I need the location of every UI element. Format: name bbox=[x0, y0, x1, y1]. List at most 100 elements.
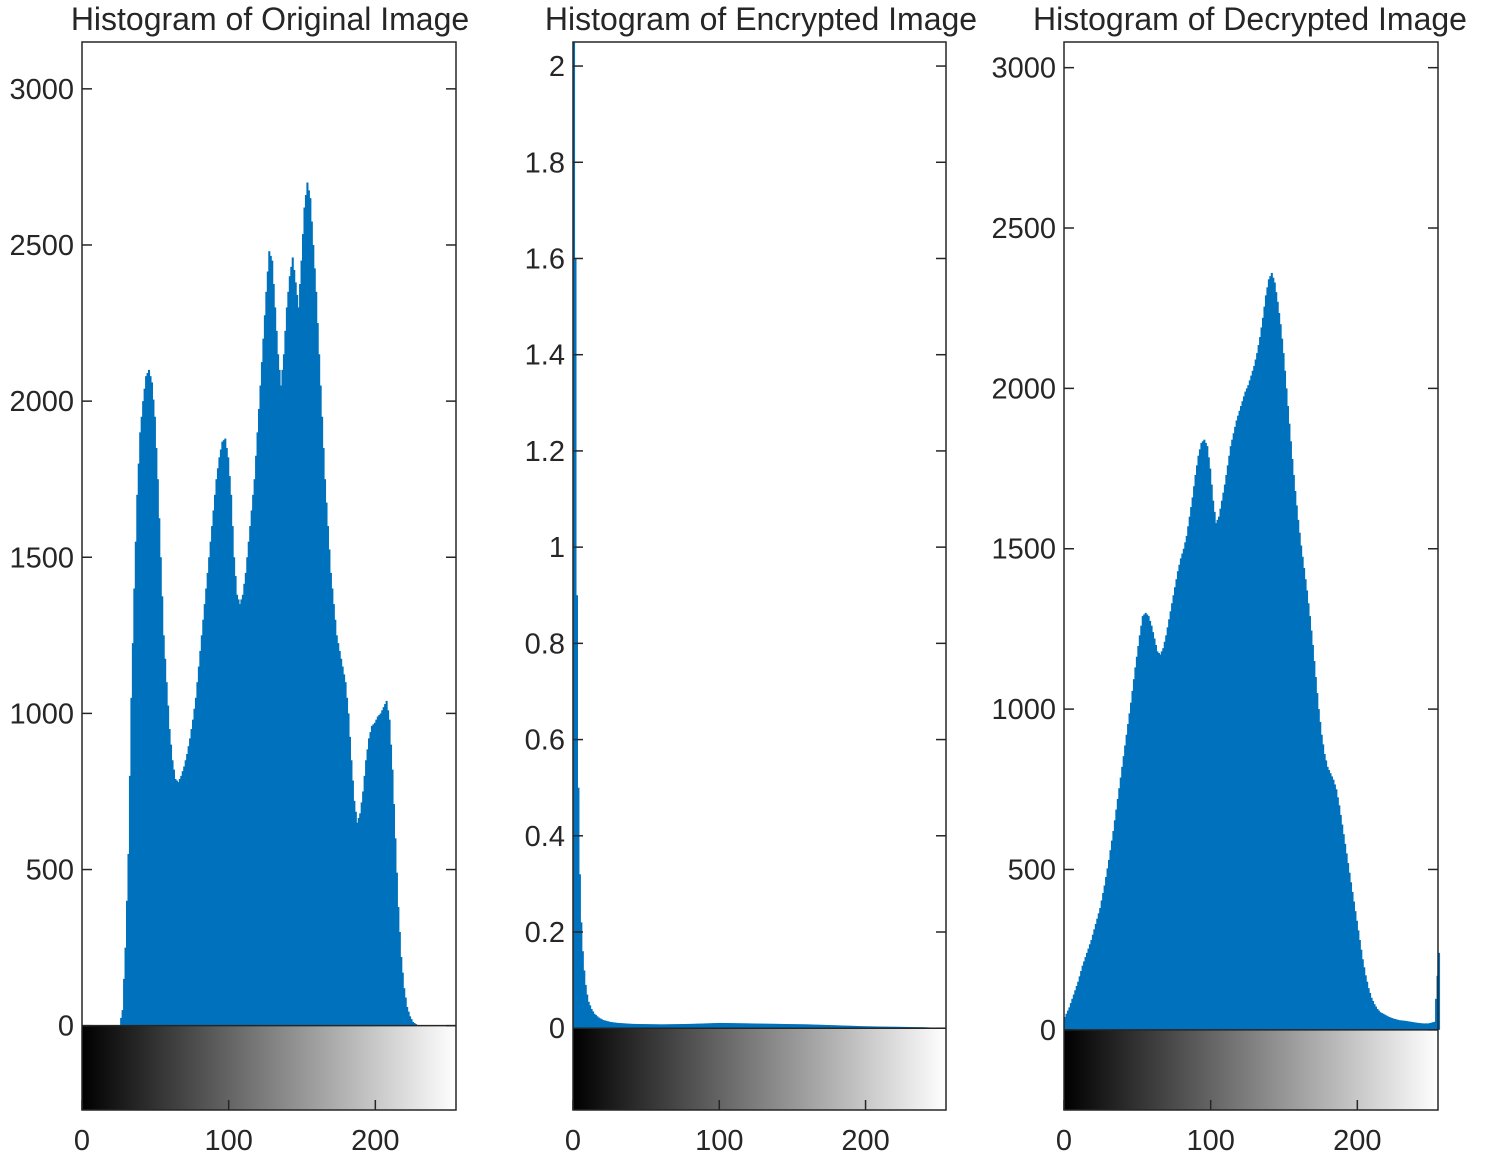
decrypted-histogram-bar bbox=[1278, 313, 1281, 1030]
decrypted-histogram-bar bbox=[1364, 975, 1367, 1030]
decrypted-histogram-bar bbox=[1116, 798, 1119, 1030]
decrypted-histogram-bar bbox=[1216, 519, 1219, 1030]
decrypted-histogram-bar bbox=[1147, 616, 1150, 1030]
decrypted-histogram-bar bbox=[1163, 641, 1166, 1030]
encrypted-histogram-bar bbox=[666, 1024, 669, 1029]
encrypted-histogram-bar bbox=[839, 1025, 842, 1029]
encrypted-histogram-bar bbox=[720, 1022, 723, 1029]
original-histogram-bar bbox=[288, 276, 291, 1026]
encrypted-histogram-bar bbox=[682, 1024, 685, 1029]
original-histogram-bar bbox=[407, 1011, 410, 1026]
decrypted-histogram-bar bbox=[1322, 744, 1325, 1030]
decrypted-histogram-bar bbox=[1220, 500, 1223, 1030]
decrypted-histogram-bar bbox=[1388, 1016, 1391, 1030]
encrypted-histogram-bar bbox=[809, 1024, 813, 1029]
original-histogram-bar bbox=[293, 269, 296, 1026]
decrypted-histogram-bar bbox=[1382, 1013, 1385, 1030]
encrypted-histogram-bar bbox=[780, 1023, 783, 1029]
decrypted-histogram-bar bbox=[1118, 788, 1121, 1030]
decrypted-histogram-bar bbox=[1160, 651, 1163, 1030]
decrypted-histogram-bar bbox=[1272, 277, 1275, 1030]
encrypted-histogram-bar bbox=[808, 1024, 811, 1029]
decrypted-histogram-bar bbox=[1075, 985, 1078, 1030]
decrypted-histogram-bar bbox=[1156, 651, 1159, 1030]
encrypted-histogram-bar bbox=[801, 1024, 804, 1029]
original-histogram-bar bbox=[244, 572, 247, 1026]
encrypted-histogram-bar bbox=[842, 1025, 845, 1029]
encrypted-histogram-bar bbox=[578, 874, 581, 1029]
original-histogram-bar bbox=[171, 760, 174, 1026]
original-histogram-bar bbox=[123, 978, 126, 1026]
decrypted-histogram-bar bbox=[1232, 433, 1235, 1030]
y-tick-label: 0.6 bbox=[525, 725, 565, 757]
decrypted-histogram-bar bbox=[1432, 1022, 1435, 1030]
decrypted-histogram-bar bbox=[1391, 1018, 1394, 1030]
original-histogram-bar bbox=[153, 416, 156, 1026]
original-grayscale-colorbar bbox=[82, 1025, 456, 1110]
encrypted-histogram-bar bbox=[849, 1025, 852, 1029]
encrypted-histogram-bar bbox=[733, 1023, 736, 1029]
encrypted-histogram-bar bbox=[646, 1024, 649, 1029]
y-tick-label: 2500 bbox=[9, 230, 74, 262]
original-histogram-bar bbox=[266, 271, 269, 1026]
decrypted-histogram-bar bbox=[1175, 579, 1178, 1030]
original-histogram-bar bbox=[388, 719, 391, 1026]
encrypted-histogram-bar bbox=[732, 1023, 735, 1029]
encrypted-histogram-bar bbox=[594, 1015, 597, 1029]
original-histogram-bar bbox=[303, 207, 306, 1026]
decrypted-histogram-bar bbox=[1295, 505, 1298, 1030]
decrypted-histogram-bar bbox=[1311, 644, 1314, 1030]
decrypted-histogram-bar bbox=[1222, 492, 1225, 1030]
encrypted-histogram-bar bbox=[669, 1024, 672, 1029]
original-histogram-bar bbox=[313, 268, 316, 1026]
decrypted-histogram-bar bbox=[1119, 777, 1122, 1030]
decrypted-histogram-bar bbox=[1083, 961, 1086, 1030]
decrypted-histogram-bar bbox=[1256, 353, 1259, 1030]
encrypted-histogram-bar bbox=[883, 1026, 886, 1029]
original-histogram-bar bbox=[344, 682, 347, 1026]
original-histogram-bar bbox=[124, 947, 127, 1026]
original-histogram-bar bbox=[203, 604, 206, 1026]
encrypted-histogram-bar bbox=[707, 1023, 710, 1029]
encrypted-histogram-bar bbox=[697, 1023, 700, 1029]
decrypted-histogram-bar bbox=[1435, 998, 1438, 1030]
original-histogram-bar bbox=[183, 766, 186, 1026]
decrypted-histogram-bar bbox=[1367, 988, 1370, 1030]
original-histogram-bar bbox=[202, 619, 205, 1026]
y-tick-label: 0.8 bbox=[525, 628, 565, 660]
encrypted-histogram-bar bbox=[627, 1023, 630, 1029]
decrypted-histogram-bar bbox=[1150, 625, 1153, 1030]
encrypted-histogram-panel: Histogram of Encrypted Image 0 0.2 0.4 0.6 0… bbox=[525, 1, 977, 1155]
encrypted-histogram-bar bbox=[821, 1024, 824, 1029]
encrypted-histogram-bar bbox=[865, 1026, 868, 1029]
decrypted-histogram-bar bbox=[1077, 981, 1080, 1030]
encrypted-histogram-bar bbox=[890, 1026, 893, 1029]
original-histogram-bar bbox=[385, 700, 388, 1026]
encrypted-histogram-bar bbox=[647, 1024, 650, 1029]
original-histogram-bar bbox=[299, 284, 302, 1026]
encrypted-histogram-bar bbox=[597, 1017, 600, 1029]
original-histogram-bar bbox=[324, 479, 327, 1026]
decrypted-histogram-bar bbox=[1279, 324, 1282, 1030]
original-histogram-bar bbox=[175, 780, 178, 1026]
encrypted-histogram-bar bbox=[771, 1023, 774, 1029]
decrypted-histogram-bar bbox=[1229, 446, 1232, 1030]
encrypted-histogram-bar bbox=[760, 1023, 763, 1029]
decrypted-histogram-bar bbox=[1424, 1023, 1427, 1030]
decrypted-histogram-bar bbox=[1185, 535, 1188, 1030]
encrypted-histogram-bar bbox=[782, 1023, 785, 1029]
original-histogram-bar bbox=[394, 838, 397, 1026]
decrypted-histogram-bar bbox=[1300, 545, 1303, 1030]
decrypted-histogram-bar bbox=[1109, 850, 1112, 1030]
encrypted-histogram-bar bbox=[811, 1024, 814, 1029]
encrypted-histogram-bar bbox=[755, 1023, 758, 1029]
encrypted-histogram-bar bbox=[749, 1023, 753, 1029]
decrypted-histogram-bar bbox=[1333, 784, 1336, 1030]
x-tick-label: 200 bbox=[841, 1125, 889, 1155]
decrypted-histogram-bar bbox=[1374, 1006, 1377, 1030]
decrypted-histogram-bar bbox=[1074, 990, 1077, 1030]
original-histogram-bar bbox=[233, 557, 236, 1026]
decrypted-histogram-bar bbox=[1225, 474, 1228, 1030]
original-histogram-bar bbox=[369, 732, 372, 1026]
original-histogram-bar bbox=[120, 1017, 123, 1026]
